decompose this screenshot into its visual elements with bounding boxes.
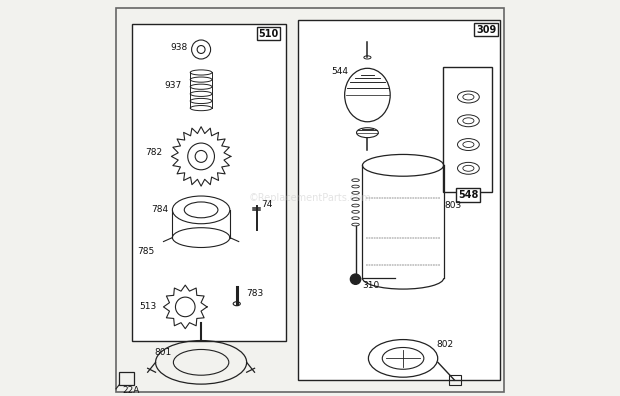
Text: 22A: 22A [122, 386, 140, 394]
FancyBboxPatch shape [298, 20, 500, 380]
FancyBboxPatch shape [443, 67, 492, 192]
Text: ©ReplacementParts.com: ©ReplacementParts.com [249, 193, 371, 203]
Bar [449, 375, 461, 385]
Text: 544: 544 [331, 67, 348, 76]
Text: 803: 803 [444, 202, 461, 210]
Text: 938: 938 [170, 43, 188, 52]
Text: 310: 310 [363, 281, 380, 289]
Text: 510: 510 [259, 29, 278, 39]
Text: 937: 937 [165, 81, 182, 89]
Bar [119, 372, 134, 385]
Text: 513: 513 [139, 303, 156, 311]
Text: 802: 802 [436, 340, 453, 349]
Text: 309: 309 [476, 25, 497, 35]
Text: 784: 784 [151, 206, 168, 214]
Text: 74: 74 [261, 200, 272, 209]
Text: 783: 783 [246, 289, 263, 297]
FancyBboxPatch shape [116, 8, 504, 392]
FancyBboxPatch shape [132, 24, 286, 341]
Text: 785: 785 [137, 247, 154, 256]
Text: 548: 548 [458, 190, 479, 200]
Text: 801: 801 [155, 348, 172, 357]
Text: 782: 782 [145, 148, 162, 157]
Circle shape [350, 274, 361, 284]
